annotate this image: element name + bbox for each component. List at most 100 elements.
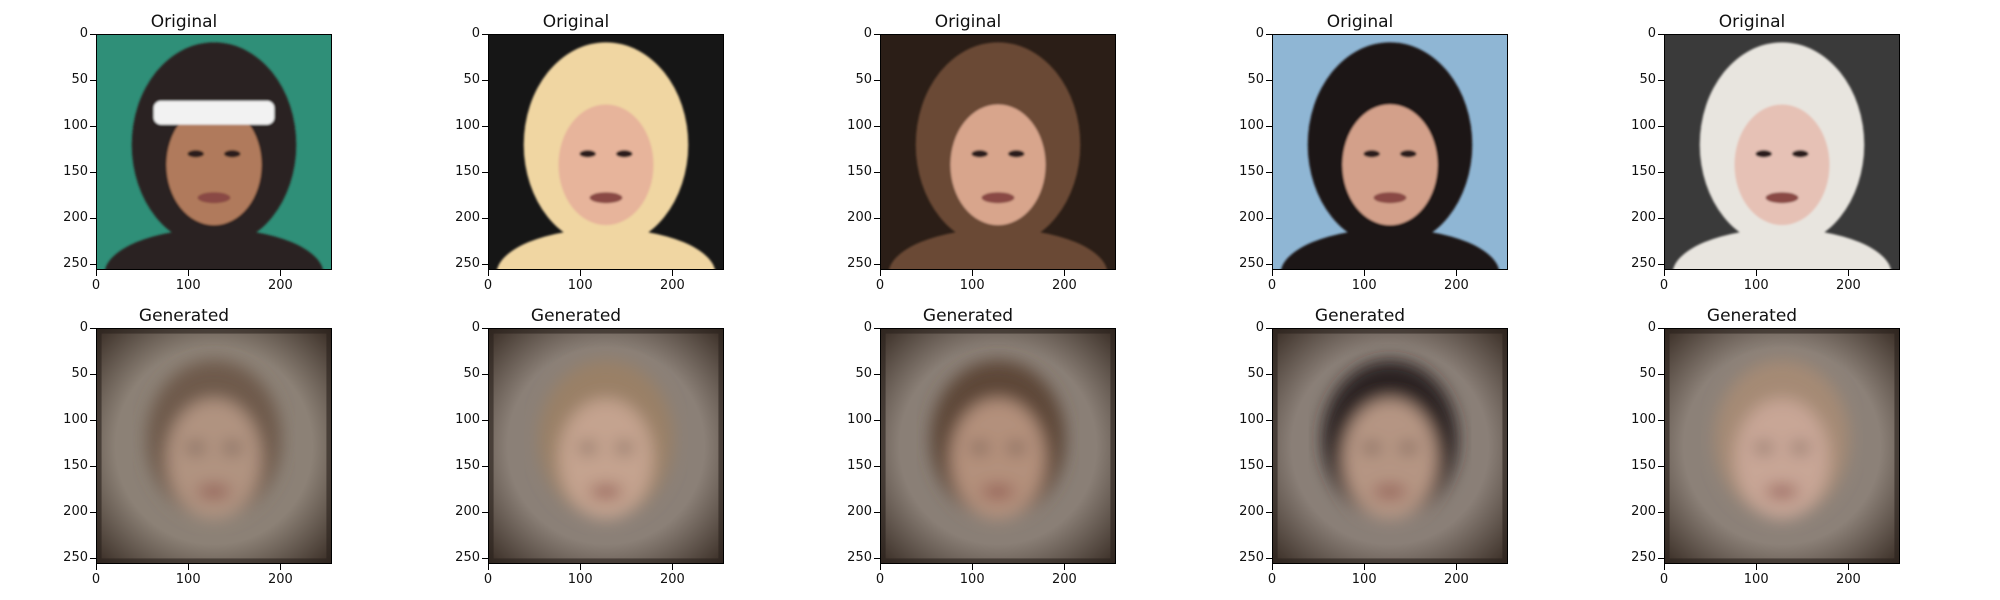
- y-tick-label: 250: [63, 256, 88, 272]
- y-tick-mark: [874, 264, 880, 266]
- x-tick-label: 100: [1743, 278, 1769, 293]
- x-tick-label: 200: [1051, 278, 1077, 293]
- x-tick-mark: [1848, 270, 1850, 276]
- shoulders-shape: [497, 228, 715, 269]
- y-tick-mark: [1658, 512, 1664, 514]
- y-tick-mark: [874, 512, 880, 514]
- x-tick-mark: [972, 564, 974, 570]
- y-tick-label: 100: [847, 118, 872, 134]
- y-tick-mark: [1266, 218, 1272, 220]
- original-face-image: [97, 35, 331, 269]
- face-shape: [1734, 104, 1830, 226]
- original-subplot: Original 0 50 100 150 200 250 0 100 200: [1176, 12, 1536, 302]
- image-axes: [1664, 34, 1900, 270]
- x-tick-label: 200: [1835, 278, 1861, 293]
- mouth: [981, 486, 1015, 498]
- face-shape: [1734, 398, 1830, 520]
- right-eye: [616, 444, 633, 452]
- mouth: [1765, 486, 1799, 498]
- subplot-title: Original: [1326, 12, 1394, 32]
- y-tick-mark: [482, 420, 488, 422]
- y-tick-label: 50: [1247, 366, 1264, 382]
- y-tick-label: 50: [1639, 366, 1656, 382]
- left-eye: [579, 444, 596, 452]
- generated-face-image: [489, 329, 723, 563]
- x-tick-mark: [1456, 270, 1458, 276]
- x-tick-mark: [1272, 270, 1273, 276]
- x-tick-label: 200: [659, 278, 685, 293]
- y-tick-mark: [482, 512, 488, 514]
- x-tick-label: 100: [959, 572, 985, 587]
- y-tick-mark: [90, 264, 96, 266]
- right-eye: [616, 150, 633, 158]
- x-tick-mark: [1364, 564, 1366, 570]
- x-tick-label: 0: [91, 572, 101, 587]
- original-subplot: Original 0 50 100 150 200 250 0 100 200: [0, 12, 360, 302]
- left-eye: [1363, 444, 1380, 452]
- y-tick-mark: [90, 34, 96, 35]
- y-tick-label: 200: [847, 210, 872, 226]
- x-tick-label: 200: [1443, 278, 1469, 293]
- y-tick-label: 100: [63, 118, 88, 134]
- shoulders-shape: [1281, 228, 1499, 269]
- y-tick-mark: [90, 126, 96, 128]
- y-tick-mark: [90, 328, 96, 329]
- left-eye: [579, 150, 596, 158]
- shoulders-shape: [105, 228, 323, 269]
- x-tick-mark: [488, 564, 489, 570]
- subplot-title: Generated: [530, 306, 622, 326]
- subplot-title: Original: [934, 12, 1002, 32]
- y-tick-label: 250: [1239, 550, 1264, 566]
- x-tick-mark: [672, 270, 674, 276]
- x-tick-label: 0: [1659, 278, 1669, 293]
- x-tick-label: 0: [875, 572, 885, 587]
- image-axes: [880, 328, 1116, 564]
- x-tick-label: 200: [1051, 572, 1077, 587]
- y-tick-mark: [1658, 558, 1664, 560]
- right-eye: [1400, 150, 1417, 158]
- y-tick-mark: [874, 466, 880, 468]
- y-tick-mark: [1658, 420, 1664, 422]
- left-eye: [971, 150, 988, 158]
- x-tick-label: 0: [1267, 572, 1277, 587]
- y-tick-label: 200: [847, 504, 872, 520]
- y-tick-mark: [482, 466, 488, 468]
- subplot-title: Generated: [138, 306, 230, 326]
- x-tick-label: 200: [267, 572, 293, 587]
- y-tick-mark: [482, 264, 488, 266]
- original-subplot: Original 0 50 100 150 200 250 0 100 200: [784, 12, 1144, 302]
- face-shape: [950, 398, 1046, 520]
- face-shape: [1342, 398, 1438, 520]
- y-tick-mark: [482, 34, 488, 35]
- y-tick-label: 250: [455, 550, 480, 566]
- y-tick-mark: [482, 218, 488, 220]
- x-tick-mark: [280, 564, 282, 570]
- x-tick-mark: [1456, 564, 1458, 570]
- y-tick-mark: [1266, 264, 1272, 266]
- y-tick-label: 0: [471, 26, 480, 41]
- x-tick-mark: [1848, 564, 1850, 570]
- original-subplot: Original 0 50 100 150 200 250 0 100 200: [1568, 12, 1928, 302]
- left-eye: [1755, 150, 1772, 158]
- y-tick-mark: [1658, 328, 1664, 329]
- x-tick-label: 100: [567, 278, 593, 293]
- generated-subplot: Generated 0 50 100 150 200 250 0 100 200: [1568, 306, 1928, 596]
- right-eye: [1008, 444, 1025, 452]
- subplot-title: Generated: [922, 306, 1014, 326]
- y-tick-label: 100: [63, 412, 88, 428]
- headband-shape: [153, 100, 275, 125]
- x-tick-mark: [280, 270, 282, 276]
- face-shape: [558, 104, 654, 226]
- x-tick-label: 100: [1351, 572, 1377, 587]
- y-tick-label: 150: [63, 164, 88, 180]
- shoulders-shape: [889, 228, 1107, 269]
- y-tick-label: 150: [1239, 458, 1264, 474]
- original-face-image: [1665, 35, 1899, 269]
- y-tick-label: 100: [455, 118, 480, 134]
- y-tick-label: 0: [863, 320, 872, 335]
- x-tick-mark: [1364, 270, 1366, 276]
- y-tick-mark: [1266, 420, 1272, 422]
- y-tick-mark: [1266, 558, 1272, 560]
- image-axes: [96, 328, 332, 564]
